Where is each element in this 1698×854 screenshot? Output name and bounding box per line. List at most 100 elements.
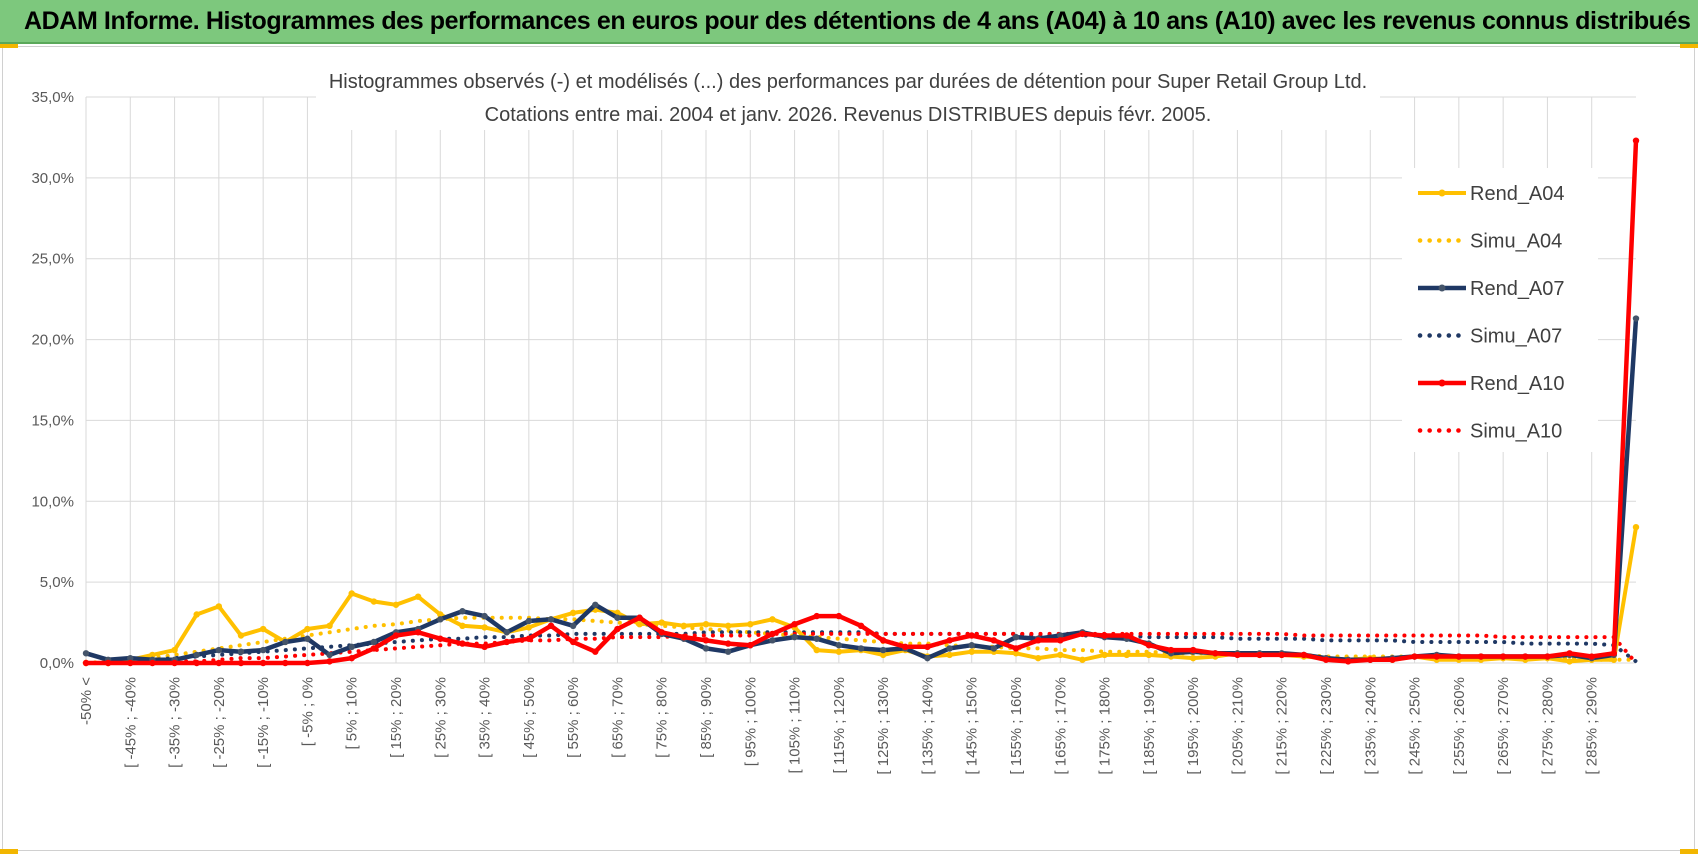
x-tick-label: [ 105% ; 110% [787, 677, 804, 773]
data-point-rend-a10 [525, 635, 533, 642]
data-point-rend-a10 [1212, 650, 1219, 657]
data-point-rend-a10 [1433, 653, 1440, 660]
data-point-rend-a07 [481, 612, 488, 620]
gridlines [85, 96, 1636, 664]
data-point-rend-a07 [282, 638, 289, 646]
data-point-rend-a04 [481, 624, 488, 631]
x-tick-label: [ 5% ; 10% [344, 677, 361, 750]
data-point-rend-a04 [392, 601, 400, 608]
x-tick-label: [ -45% ; -40% [122, 677, 139, 768]
data-point-rend-a10 [791, 620, 798, 628]
legend-label: Simu_A04 [1470, 231, 1562, 253]
data-point-rend-a10 [1300, 651, 1308, 659]
data-point-rend-a04 [636, 620, 643, 628]
data-point-rend-a04 [149, 651, 156, 659]
data-point-rend-a10 [1145, 642, 1153, 649]
data-point-rend-a10 [437, 635, 444, 642]
data-point-rend-a04 [1145, 651, 1153, 659]
data-point-rend-a10 [747, 642, 754, 649]
data-point-rend-a10 [592, 648, 599, 655]
x-tick-label: [ 275% ; 280% [1539, 677, 1556, 775]
data-point-rend-a10 [1610, 650, 1618, 657]
frame-corner-bottom-left [0, 849, 18, 854]
data-point-rend-a07 [82, 650, 90, 657]
series-line-simu-a07 [84, 630, 1638, 665]
data-point-rend-a07 [835, 642, 843, 649]
data-point-rend-a07 [127, 654, 134, 662]
data-point-rend-a07 [857, 645, 865, 652]
x-tick-label: [ -35% ; -30% [167, 677, 184, 768]
data-point-rend-a04 [1123, 651, 1130, 659]
x-tick-label: [ 155% ; 160% [1008, 677, 1025, 775]
data-point-rend-a10 [282, 659, 289, 667]
data-point-rend-a10 [1477, 653, 1485, 660]
data-point-rend-a10 [1455, 653, 1463, 660]
data-point-rend-a10 [259, 659, 267, 667]
data-point-rend-a10 [946, 637, 953, 644]
chart-subtitle: Cotations entre mai. 2004 et janv. 2026.… [485, 104, 1212, 126]
data-point-rend-a10 [769, 630, 776, 638]
data-point-rend-a07 [437, 616, 444, 623]
data-point-rend-a10 [547, 622, 555, 630]
data-point-rend-a04 [569, 609, 577, 617]
x-tick-label: [ 235% ; 240% [1362, 677, 1379, 775]
data-point-rend-a07 [879, 646, 887, 654]
x-tick-label: [ -15% ; -10% [255, 677, 272, 768]
x-tick-label: [ 215% ; 220% [1274, 677, 1291, 775]
data-point-rend-a07 [459, 608, 466, 615]
data-point-rend-a07 [769, 637, 776, 644]
data-point-rend-a10 [503, 638, 510, 646]
y-tick-label: 35,0% [31, 89, 74, 106]
y-tick-label: 25,0% [31, 251, 74, 268]
x-tick-label: [ 35% ; 40% [477, 677, 494, 758]
chart-title: Histogrammes observés (-) et modélisés (… [329, 71, 1367, 93]
y-axis: 0,0% 5,0% 10,0% 15,0% 20,0% 25,0% 30,0% 35,0% [31, 89, 74, 672]
data-point-rend-a04 [437, 611, 444, 618]
data-point-rend-a10 [902, 643, 909, 651]
legend: Rend_A04 Simu_A04 Rend_A07 Simu_A07 Rend_A10… [1402, 168, 1598, 452]
x-tick-label: [ 25% ; 30% [432, 677, 449, 758]
data-point-rend-a04 [414, 593, 422, 600]
data-point-rend-a10 [614, 625, 621, 633]
report-banner: ADAM Informe. Histogrammes des performan… [0, 0, 1698, 44]
data-point-rend-a10 [702, 637, 710, 644]
data-point-rend-a10 [724, 640, 732, 647]
x-tick-label: [ 115% ; 120% [831, 677, 848, 773]
legend-marker [1438, 379, 1446, 387]
x-tick-label: [ 285% ; 290% [1584, 677, 1601, 775]
chart-frame [2, 46, 1695, 851]
data-point-rend-a07 [215, 646, 223, 654]
data-point-rend-a10 [414, 629, 422, 636]
y-tick-label: 15,0% [31, 412, 74, 429]
data-point-rend-a10 [1544, 653, 1551, 660]
x-tick-label: [ 175% ; 180% [1097, 677, 1114, 775]
data-point-rend-a10 [1566, 650, 1573, 657]
data-point-rend-a04 [968, 648, 975, 655]
data-point-rend-a07 [525, 617, 533, 625]
data-point-rend-a07 [370, 638, 378, 646]
frame-corner-top-right [1680, 44, 1698, 48]
data-point-rend-a07 [569, 622, 577, 630]
x-tick-label: [ 65% ; 70% [609, 677, 626, 758]
data-point-rend-a04 [370, 598, 378, 605]
data-point-rend-a07 [503, 629, 510, 636]
data-point-rend-a04 [525, 624, 533, 631]
data-point-rend-a10 [1632, 137, 1640, 144]
data-point-rend-a10 [1034, 637, 1042, 644]
data-point-rend-a10 [1123, 632, 1130, 639]
data-point-rend-a07 [702, 645, 710, 652]
data-point-rend-a10 [193, 659, 200, 667]
data-point-rend-a07 [791, 633, 798, 641]
data-point-rend-a10 [82, 659, 90, 667]
x-tick-label: [ -25% ; -20% [211, 677, 228, 768]
x-tick-label: [ 85% ; 90% [698, 677, 715, 758]
data-point-rend-a04 [304, 625, 311, 633]
data-point-rend-a10 [879, 637, 887, 644]
x-tick-label: [ 125% ; 130% [875, 677, 892, 775]
data-point-rend-a04 [747, 620, 754, 628]
data-point-rend-a07 [968, 642, 975, 649]
data-point-rend-a04 [1012, 650, 1020, 657]
data-point-rend-a04 [813, 646, 820, 654]
data-point-rend-a04 [680, 622, 688, 630]
x-tick-label: [ 135% ; 140% [919, 677, 936, 775]
